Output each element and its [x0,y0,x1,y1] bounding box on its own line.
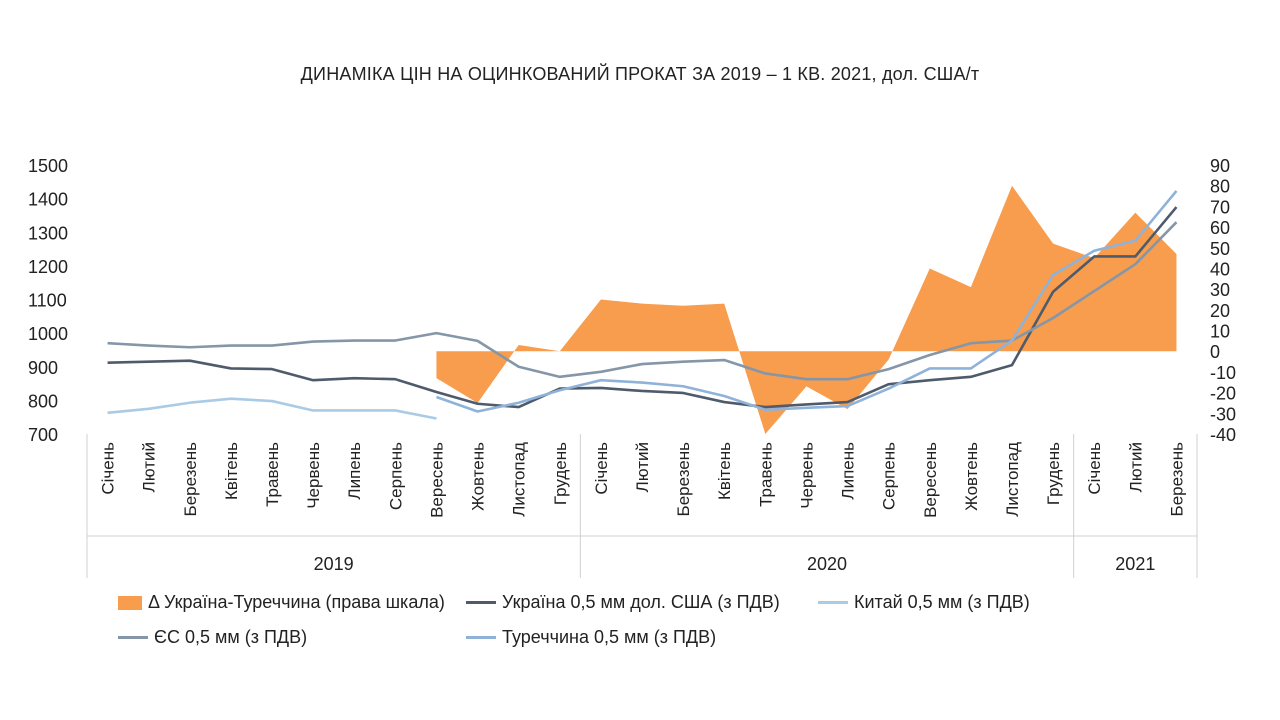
legend-item: Туреччина 0,5 мм (з ПДВ) [466,627,716,648]
right-tick-label: 50 [1210,239,1230,259]
category-label: Квітень [222,442,241,500]
category-label: Червень [304,442,323,509]
right-tick-label: 80 [1210,177,1230,197]
legend-label: Туреччина 0,5 мм (з ПДВ) [502,627,717,647]
right-tick-label: 60 [1210,218,1230,238]
chart-title: ДИНАМІКА ЦІН НА ОЦИНКОВАНИЙ ПРОКАТ ЗА 20… [300,64,980,84]
year-label: 2020 [807,554,847,574]
left-tick-label: 1000 [28,324,68,344]
line-series-0 [107,206,1178,409]
right-tick-label: 10 [1210,322,1230,342]
category-label: Травень [263,442,282,507]
legend-label: Китай 0,5 мм (з ПДВ) [854,592,1030,612]
category-label: Вересень [427,442,446,518]
category-label: Серпень [386,442,405,510]
line-series-3 [436,190,1178,413]
legend-item: ЄС 0,5 мм (з ПДВ) [118,627,307,648]
category-label: Березень [674,442,693,517]
line-series-layer [107,190,1178,420]
legend-swatch [118,636,148,639]
category-label: Листопад [510,442,529,517]
category-label: Січень [99,442,118,495]
left-tick-label: 800 [28,391,58,411]
category-label: Вересень [921,442,940,518]
left-axis: 700 800 900 1000 1100 1200 1300 1400 1500 [28,156,68,445]
legend-item: Україна 0,5 мм дол. США (з ПДВ) [466,592,780,613]
category-label: Червень [797,442,816,509]
right-tick-label: 40 [1210,259,1230,279]
category-label: Жовтень [962,442,981,511]
left-tick-label: 1500 [28,156,68,176]
category-label: Листопад [1003,442,1022,517]
category-label: Липень [839,442,858,500]
right-tick-label: -10 [1210,363,1236,383]
legend-swatch [118,595,142,610]
category-label: Січень [592,442,611,495]
legend-swatch [818,601,848,604]
category-label: Березень [181,442,200,517]
category-label: Лютий [1126,442,1145,492]
line-series-1 [107,397,437,420]
legend-swatch [466,601,496,604]
category-label: Жовтень [469,442,488,511]
legend-label: Δ Україна-Туреччина (права шкала) [148,592,445,612]
right-tick-label: 70 [1210,197,1230,217]
legend-label: ЄС 0,5 мм (з ПДВ) [154,627,308,647]
line-series-2 [107,221,1178,381]
left-tick-label: 700 [28,425,58,445]
category-label: Серпень [880,442,899,510]
legend-item: Δ Україна-Туреччина (права шкала) [118,592,445,613]
right-tick-label: 0 [1210,342,1220,362]
right-tick-label: 30 [1210,280,1230,300]
legend-item: Китай 0,5 мм (з ПДВ) [818,592,1030,613]
legend-label: Україна 0,5 мм дол. США (з ПДВ) [502,592,780,612]
left-tick-label: 1100 [28,291,67,311]
legend-swatch [466,636,496,639]
category-label: Лютий [633,442,652,492]
category-label: Грудень [1044,442,1063,505]
category-label: Січень [1085,442,1104,495]
left-tick-label: 1200 [28,257,68,277]
area-series-delta [436,185,1177,434]
category-label: Липень [345,442,364,500]
right-tick-label: -20 [1210,384,1236,404]
category-label: Грудень [551,442,570,505]
right-tick-label: 20 [1210,301,1230,321]
right-tick-label: -40 [1210,425,1236,445]
left-tick-label: 900 [28,358,58,378]
area-series-layer [436,185,1177,434]
category-label: Квітень [715,442,734,500]
right-tick-label: -30 [1210,404,1236,424]
right-tick-label: 90 [1210,156,1230,176]
category-label: Травень [756,442,775,507]
category-label: Березень [1167,442,1186,517]
year-label: 2019 [314,554,354,574]
x-axis: 2019 2020 2021 Січень Лютий Березень Квітень Тр… [86,434,1198,578]
category-label: Лютий [140,442,159,492]
year-label: 2021 [1115,554,1155,574]
left-tick-label: 1400 [28,190,68,210]
left-tick-label: 1300 [28,223,68,243]
